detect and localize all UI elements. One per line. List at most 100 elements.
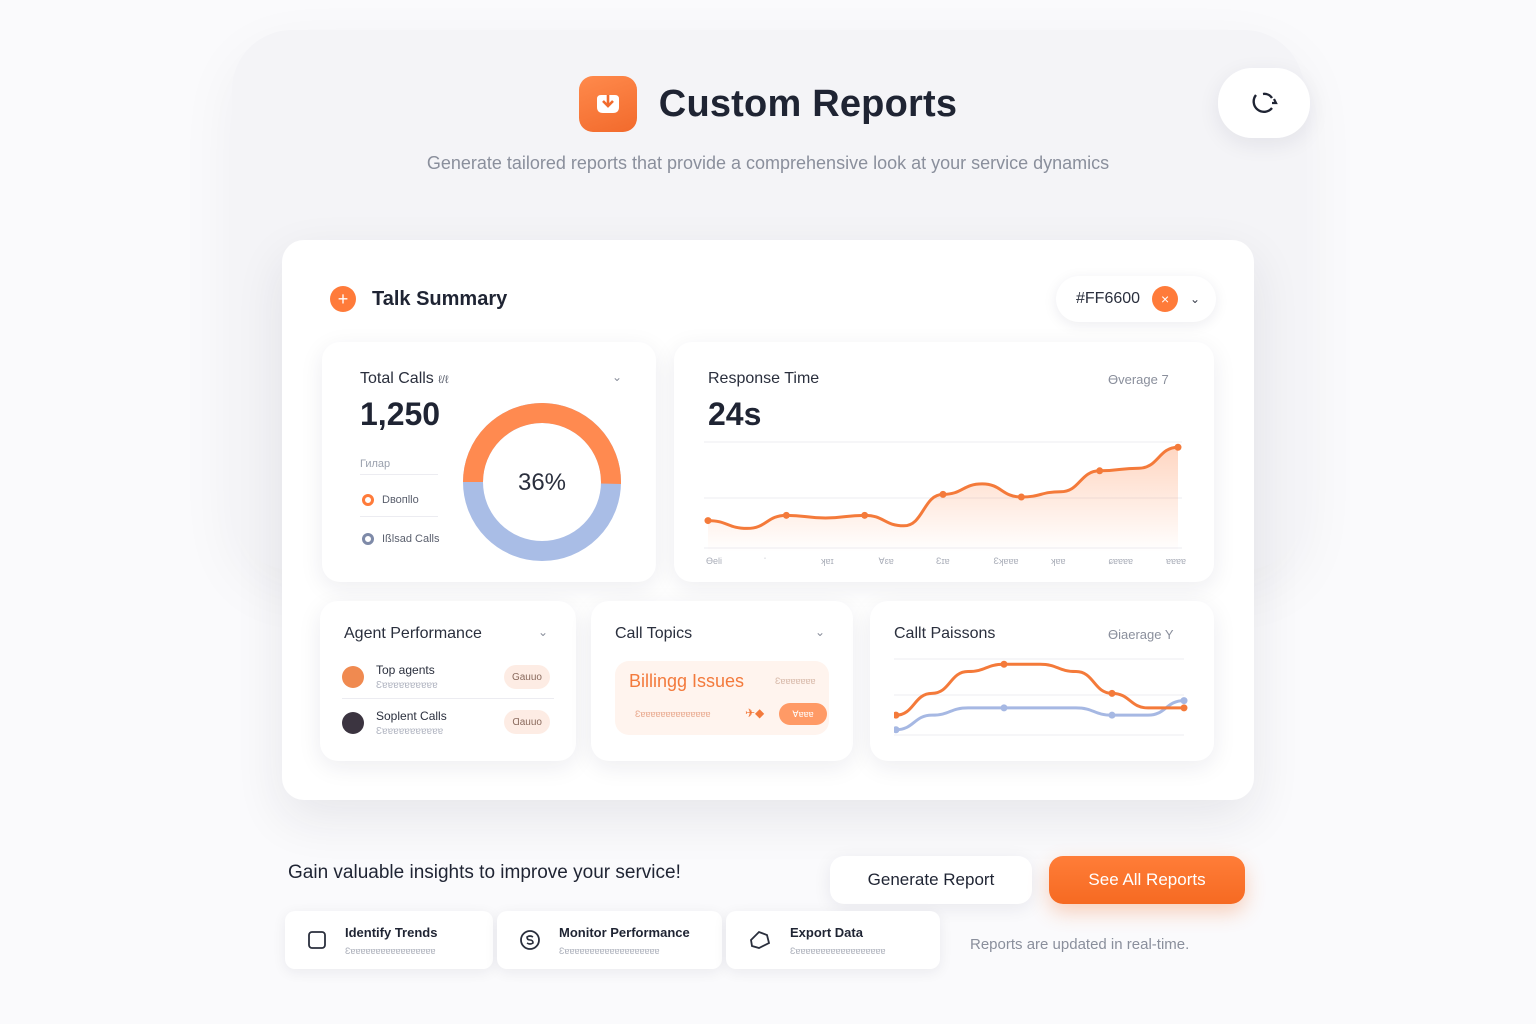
reasons-average-label[interactable]: Ɵiaerage Y: [1108, 627, 1174, 642]
refresh-button[interactable]: [1218, 68, 1310, 138]
topic-small: Ɛɐɐɐɐɐɐɐ: [775, 676, 816, 686]
total-calls-suffix: ℓ/ℓ: [438, 374, 449, 386]
export-tag-icon: [750, 930, 771, 949]
response-time-title: Response Time: [708, 370, 820, 387]
legend-header: Гилар: [360, 458, 391, 470]
color-selector[interactable]: #FF6600 × ⌄: [1056, 276, 1216, 322]
x-tick-label: ɕɐɐɐɐ: [1109, 556, 1134, 566]
response-point: [861, 511, 869, 519]
chevron-down-icon[interactable]: ⌄: [1190, 292, 1201, 306]
dollar-circle-icon: [520, 930, 540, 950]
topic-card[interactable]: Billingg Issues Ɛɐɐɐɐɐɐɐ Ɛɐɐɐɐɐɐɐɐɐɐɐɐɐɐ…: [615, 661, 829, 735]
agent-row[interactable]: Soplent Calls Ɛɐɐɐɐɐɐɐɐɐɐɐ: [342, 709, 447, 737]
response-time-chart: Ɵeli ˈ ʞɐɪ Ɐɛɐ Ɛɪɐ Ɛʞɐɐɐ ʞɐɐ ɕɐɐɐɐ ɐɐɐɐ: [704, 441, 1186, 566]
agent-name: Soplent Calls: [376, 709, 447, 723]
call-reasons-title: Callt Paissons: [894, 625, 996, 642]
response-point: [1017, 493, 1025, 501]
topic-pill[interactable]: Ɐɐɐɐ: [779, 703, 827, 725]
donut-segment: [463, 403, 621, 484]
x-tick-label: ʞɐɐ: [1051, 556, 1066, 566]
cycle-icon: [1252, 92, 1278, 113]
legend-divider: [360, 474, 438, 475]
reasons-point-orange: [894, 711, 900, 719]
feature-title: Monitor Performance: [559, 924, 690, 940]
donut-label: 36%: [518, 469, 566, 496]
reasons-point-blue: [1000, 704, 1008, 712]
arrow-icon: ✈◆: [745, 706, 765, 720]
square-icon: [308, 931, 326, 949]
reasons-point-orange: [1000, 660, 1008, 668]
avatar: [342, 666, 364, 688]
legend-item: Ißlsad Calls: [362, 533, 439, 545]
color-value: #FF6600: [1076, 290, 1141, 307]
agent-name: Top agents: [376, 663, 435, 677]
see-all-reports-button[interactable]: See All Reports: [1049, 856, 1245, 904]
feature-export-data[interactable]: Export Data Ɛɐɐɐɐɐɐɐɐɐɐɐɐɐɐɐɐɐɐ: [726, 911, 940, 969]
agent-tag: Gauuo: [503, 665, 550, 689]
donut-chart: 36%: [463, 403, 621, 561]
x-tick-label: ɐɐɐɐ: [1166, 556, 1186, 566]
x-tick-label: ʞɐɪ: [821, 556, 834, 566]
agent-sub: Ɛɐɐɐɐɐɐɐɐɐɐ: [376, 680, 438, 691]
x-tick-label: Ɵeli: [706, 556, 722, 566]
x-tick-label: ˈ: [764, 556, 767, 566]
response-time-value: 24s: [708, 396, 762, 432]
total-calls-title: Total Calls ℓ/ℓ: [360, 370, 449, 387]
legend-divider: [360, 516, 438, 517]
feature-title: Export Data: [790, 924, 863, 940]
realtime-note: Reports are updated in real-time.: [970, 936, 1190, 953]
agent-sub: Ɛɐɐɐɐɐɐɐɐɐɐɐ: [376, 726, 444, 737]
feature-monitor-performance[interactable]: Monitor Performance Ɛɐɐɐɐɐɐɐɐɐɐɐɐɐɐɐɐɐɐɐ: [497, 911, 722, 969]
page-subtitle: Generate tailored reports that provide a…: [426, 153, 1110, 173]
feature-sub: Ɛɐɐɐɐɐɐɐɐɐɐɐɐɐɐɐɐɐɐ: [790, 945, 886, 956]
orange-dot-icon: [362, 494, 374, 506]
x-tick-label: Ɐɛɐ: [879, 556, 894, 566]
talk-summary-card: + Talk Summary #FF6600 × ⌄ Total Calls ℓ…: [282, 240, 1254, 800]
talk-summary-title: Talk Summary: [372, 287, 508, 310]
response-point: [1096, 467, 1104, 475]
generate-report-button[interactable]: Generate Report: [830, 856, 1032, 904]
feature-identify-trends[interactable]: Identify Trends Ɛɐɐɐɐɐɐɐɐɐɐɐɐɐɐɐɐɐ: [285, 911, 493, 969]
talk-summary-header: + Talk Summary: [330, 286, 507, 312]
response-point: [939, 490, 947, 498]
x-tick-label: Ɛɪɐ: [936, 556, 950, 566]
total-calls-chevron-icon[interactable]: ⌄: [612, 370, 623, 384]
response-point: [782, 511, 790, 519]
reasons-point-blue: [1180, 697, 1188, 705]
feature-sub: Ɛɐɐɐɐɐɐɐɐɐɐɐɐɐɐɐɐɐɐɐ: [559, 945, 660, 956]
topic-title: Billingg Issues: [629, 671, 745, 691]
agent-performance-widget: Agent Performance ⌄ Top agents Ɛɐɐɐɐɐɐɐɐ…: [320, 601, 576, 761]
agent-performance-title: Agent Performance: [344, 625, 482, 642]
response-average-label[interactable]: Ɵverage 7: [1108, 372, 1169, 387]
agent-tag: Ɑauuo: [504, 710, 550, 734]
gray-dot-icon: [362, 533, 374, 545]
reasons-point-orange: [1108, 689, 1116, 697]
feature-sub: Ɛɐɐɐɐɐɐɐɐɐɐɐɐɐɐɐɐɐ: [345, 945, 436, 956]
x-tick-label: Ɛʞɐɐɐ: [994, 556, 1019, 566]
close-icon[interactable]: ×: [1152, 286, 1179, 312]
call-reasons-chart: [894, 658, 1188, 736]
legend-item: Dвопllo: [362, 494, 419, 506]
total-calls-value: 1,250: [360, 396, 441, 432]
call-topics-widget: Call Topics ⌄ Billingg Issues Ɛɐɐɐɐɐɐɐ Ɛ…: [591, 601, 853, 761]
agent-row[interactable]: Top agents Ɛɐɐɐɐɐɐɐɐɐɐ: [342, 663, 438, 691]
topic-sub: Ɛɐɐɐɐɐɐɐɐɐɐɐɐɐɐ: [635, 709, 711, 719]
reasons-line-orange: [895, 662, 1184, 717]
page-header: Custom Reports: [0, 76, 1536, 132]
feature-title: Identify Trends: [345, 924, 438, 940]
reasons-line-blue: [895, 699, 1185, 732]
total-calls-widget: Total Calls ℓ/ℓ ⌄ 1,250 Гилар Dвопllo Iß…: [322, 342, 656, 582]
call-topics-title: Call Topics: [615, 625, 693, 642]
response-time-widget: Response Time Ɵverage 7 24s Ɵeli ˈ ʞɐɪ Ɐɛɐ Ɛ…: [674, 342, 1214, 582]
call-reasons-widget: Callt Paissons Ɵiaerage Y: [870, 601, 1214, 761]
reasons-point-blue: [1108, 711, 1116, 719]
insight-text: Gain valuable insights to improve your s…: [288, 862, 681, 883]
plus-icon[interactable]: +: [330, 286, 356, 312]
topics-chevron-icon[interactable]: ⌄: [815, 625, 826, 639]
agent-chevron-icon[interactable]: ⌄: [538, 625, 549, 639]
reasons-point-orange: [1180, 704, 1188, 712]
response-area: [708, 447, 1178, 552]
reasons-point-blue: [894, 726, 900, 734]
avatar: [342, 712, 364, 734]
agent-divider: [342, 698, 554, 699]
